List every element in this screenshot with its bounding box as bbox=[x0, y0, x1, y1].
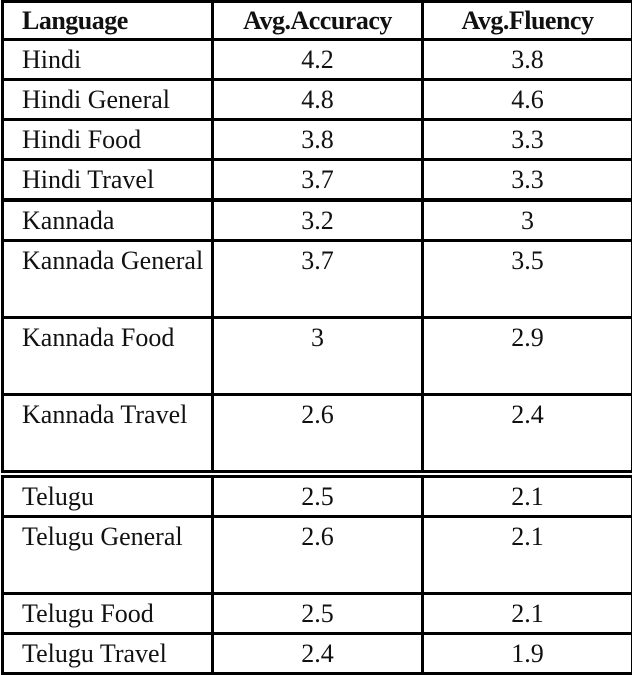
table-row: Hindi 4.2 3.8 bbox=[3, 40, 632, 80]
header-avg-accuracy: Avg.Accuracy bbox=[213, 2, 423, 40]
header-avg-fluency: Avg.Fluency bbox=[423, 2, 632, 40]
accuracy-cell: 2.6 bbox=[213, 395, 423, 472]
language-cell: Telugu bbox=[3, 477, 213, 517]
table-row: Hindi Food 3.8 3.3 bbox=[3, 120, 632, 160]
table-row: Kannada Food 3 2.9 bbox=[3, 318, 632, 395]
accuracy-cell: 2.5 bbox=[213, 477, 423, 517]
hindi-group-table: Language Avg.Accuracy Avg.Fluency Hindi … bbox=[1, 0, 632, 201]
fluency-cell: 2.1 bbox=[423, 594, 632, 634]
language-cell: Kannada General bbox=[3, 241, 213, 318]
language-cell: Hindi Food bbox=[3, 120, 213, 160]
table-row: Telugu Travel 2.4 1.9 bbox=[3, 634, 632, 674]
accuracy-cell: 3.7 bbox=[213, 160, 423, 200]
fluency-cell: 2.1 bbox=[423, 517, 632, 594]
fluency-cell: 3.3 bbox=[423, 120, 632, 160]
accuracy-cell: 2.6 bbox=[213, 517, 423, 594]
table-row: Telugu 2.5 2.1 bbox=[3, 477, 632, 517]
accuracy-cell: 3.7 bbox=[213, 241, 423, 318]
language-cell: Kannada bbox=[3, 201, 213, 241]
header-row: Language Avg.Accuracy Avg.Fluency bbox=[3, 2, 632, 40]
table-row: Telugu General 2.6 2.1 bbox=[3, 517, 632, 594]
fluency-cell: 4.6 bbox=[423, 80, 632, 120]
language-cell: Telugu Food bbox=[3, 594, 213, 634]
kannada-group-table: Kannada 3.2 3 Kannada General 3.7 3.5 Ka… bbox=[1, 199, 632, 473]
table-row: Hindi Travel 3.7 3.3 bbox=[3, 160, 632, 200]
language-cell: Kannada Travel bbox=[3, 395, 213, 472]
fluency-cell: 2.9 bbox=[423, 318, 632, 395]
fluency-cell: 3.3 bbox=[423, 160, 632, 200]
header-language: Language bbox=[3, 2, 213, 40]
accuracy-cell: 3 bbox=[213, 318, 423, 395]
accuracy-cell: 2.4 bbox=[213, 634, 423, 674]
language-cell: Telugu General bbox=[3, 517, 213, 594]
fluency-cell: 1.9 bbox=[423, 634, 632, 674]
accuracy-cell: 3.2 bbox=[213, 201, 423, 241]
fluency-cell: 2.4 bbox=[423, 395, 632, 472]
fluency-cell: 2.1 bbox=[423, 477, 632, 517]
accuracy-cell: 4.2 bbox=[213, 40, 423, 80]
accuracy-cell: 2.5 bbox=[213, 594, 423, 634]
language-cell: Hindi bbox=[3, 40, 213, 80]
fluency-cell: 3 bbox=[423, 201, 632, 241]
fluency-cell: 3.5 bbox=[423, 241, 632, 318]
accuracy-cell: 3.8 bbox=[213, 120, 423, 160]
language-cell: Hindi Travel bbox=[3, 160, 213, 200]
language-cell: Kannada Food bbox=[3, 318, 213, 395]
table-row: Hindi General 4.8 4.6 bbox=[3, 80, 632, 120]
table-row: Kannada General 3.7 3.5 bbox=[3, 241, 632, 318]
language-cell: Hindi General bbox=[3, 80, 213, 120]
fluency-cell: 3.8 bbox=[423, 40, 632, 80]
telugu-group-table: Telugu 2.5 2.1 Telugu General 2.6 2.1 Te… bbox=[1, 475, 632, 675]
language-cell: Telugu Travel bbox=[3, 634, 213, 674]
table-row: Kannada 3.2 3 bbox=[3, 201, 632, 241]
table-row: Telugu Food 2.5 2.1 bbox=[3, 594, 632, 634]
table-row: Kannada Travel 2.6 2.4 bbox=[3, 395, 632, 472]
accuracy-cell: 4.8 bbox=[213, 80, 423, 120]
